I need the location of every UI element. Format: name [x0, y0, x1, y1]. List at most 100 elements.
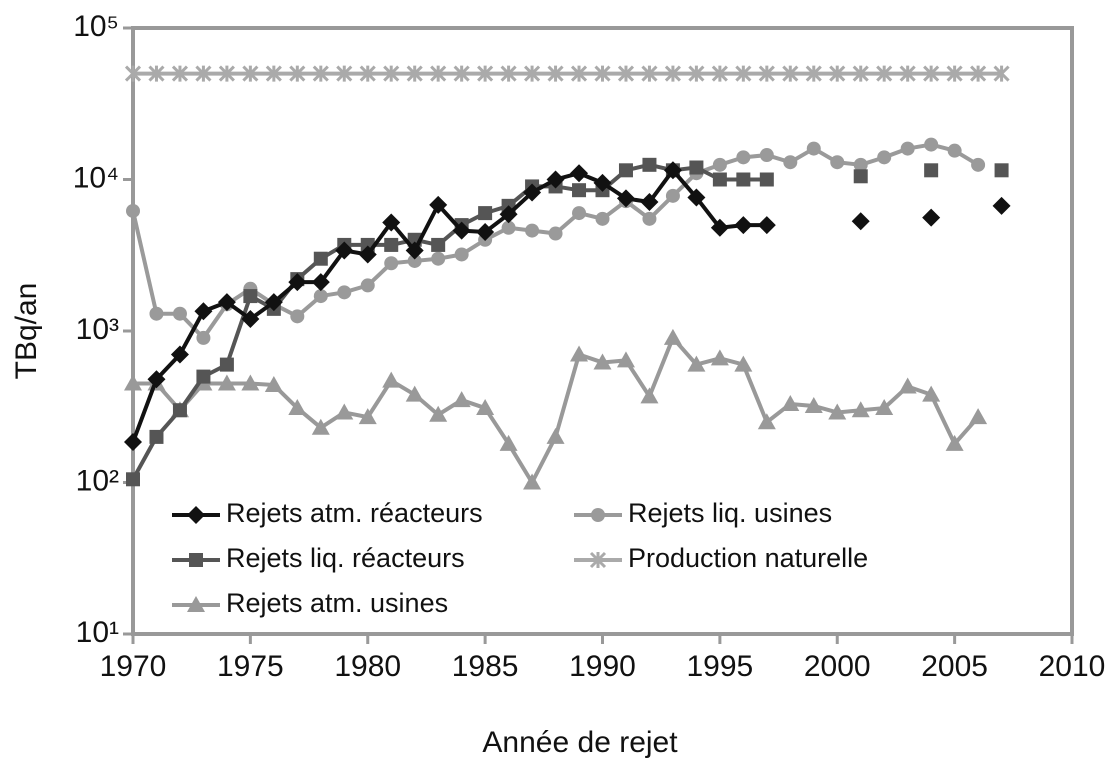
data-point	[688, 65, 705, 82]
legend-label: Rejets liq. usines	[628, 498, 832, 528]
data-point	[452, 391, 471, 408]
data-point	[806, 141, 821, 156]
data-point	[969, 408, 988, 425]
data-point	[736, 150, 751, 165]
data-point	[124, 65, 142, 82]
data-point	[663, 161, 682, 180]
data-point	[384, 256, 399, 271]
data-point	[830, 155, 845, 170]
data-point	[687, 188, 706, 207]
data-point	[642, 157, 657, 172]
data-point	[171, 65, 189, 82]
data-point	[170, 345, 189, 364]
data-point	[570, 65, 588, 82]
data-point	[217, 374, 236, 391]
data-point	[640, 193, 659, 212]
data-point	[499, 434, 518, 451]
data-point	[453, 65, 470, 82]
data-point	[922, 208, 941, 227]
legend-label: Rejets atm. réacteurs	[226, 498, 483, 528]
data-point	[335, 241, 354, 260]
data-point	[382, 371, 401, 388]
data-point	[430, 65, 447, 82]
data-point	[477, 65, 494, 82]
data-point	[476, 223, 495, 242]
data-point	[924, 137, 939, 152]
x-tick-label: 1995	[687, 650, 754, 683]
data-point	[264, 376, 283, 393]
data-point	[313, 289, 328, 304]
data-point	[290, 309, 305, 324]
data-point	[617, 65, 635, 82]
data-point	[875, 399, 894, 416]
legend-label: Rejets atm. usines	[226, 588, 448, 618]
y-tick-label: 10³	[76, 313, 119, 346]
data-point	[853, 157, 868, 172]
data-point	[454, 247, 469, 262]
data-point	[783, 155, 798, 170]
legend-marker	[189, 553, 203, 567]
data-point	[124, 433, 142, 452]
data-point	[710, 218, 729, 237]
legend-label: Rejets liq. réacteurs	[226, 543, 465, 573]
data-point	[242, 65, 259, 82]
data-point	[758, 65, 775, 82]
data-point	[311, 418, 330, 435]
data-point	[851, 401, 870, 418]
data-point	[971, 157, 986, 172]
y-tick-label: 10⁴	[73, 161, 119, 194]
data-point	[782, 65, 799, 82]
data-point	[405, 385, 424, 402]
data-point	[640, 387, 659, 404]
data-point	[452, 221, 471, 240]
data-point	[383, 65, 400, 82]
data-point	[312, 65, 329, 82]
data-point	[618, 163, 633, 178]
series-line	[133, 335, 980, 485]
data-point	[595, 211, 610, 226]
data-point	[172, 306, 187, 321]
data-point	[924, 163, 939, 178]
data-point	[523, 473, 542, 490]
data-point	[337, 285, 352, 300]
data-point	[523, 183, 542, 202]
data-point	[124, 374, 142, 391]
data-point	[689, 160, 704, 175]
data-point	[946, 65, 963, 82]
data-point	[710, 349, 729, 366]
series-line	[133, 165, 1002, 479]
data-point	[994, 163, 1009, 178]
data-point	[616, 189, 635, 208]
data-point	[852, 65, 869, 82]
data-point	[407, 253, 422, 268]
data-point	[288, 273, 307, 292]
data-point	[900, 141, 915, 156]
data-point	[219, 357, 234, 372]
data-point	[663, 328, 682, 345]
x-tick-label: 2005	[921, 650, 988, 683]
data-point	[289, 65, 306, 82]
legend-marker	[591, 508, 605, 522]
data-point	[572, 206, 587, 221]
data-point	[148, 65, 165, 82]
data-point	[500, 65, 517, 82]
data-point	[525, 223, 540, 238]
y-tick-label: 10¹	[76, 616, 119, 649]
data-point	[335, 403, 354, 420]
data-point	[759, 172, 774, 187]
data-point	[172, 403, 187, 418]
data-point	[265, 65, 282, 82]
data-point	[828, 403, 847, 420]
x-axis-label: Année de rejet	[482, 726, 678, 759]
data-point	[734, 216, 753, 235]
data-point	[126, 203, 140, 218]
data-point	[781, 394, 800, 411]
data-point	[149, 306, 164, 321]
data-point	[735, 65, 752, 82]
data-point	[546, 427, 565, 444]
data-point	[499, 205, 518, 224]
x-tick-label: 1970	[100, 650, 167, 683]
data-point	[476, 399, 495, 416]
data-point	[547, 65, 564, 82]
